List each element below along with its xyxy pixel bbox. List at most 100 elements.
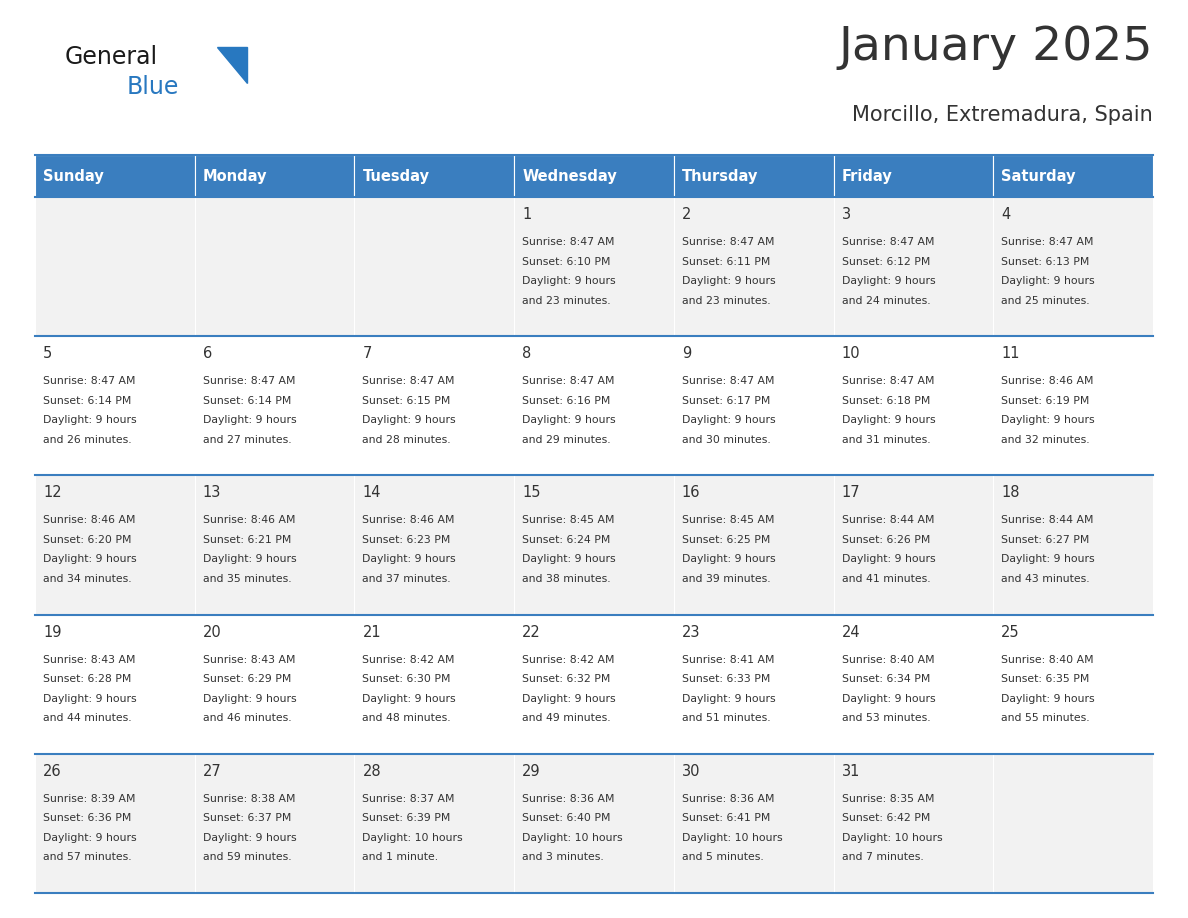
Bar [34,754,195,893]
Bar [34,336,195,476]
Text: 25: 25 [1001,624,1020,640]
Text: Sunrise: 8:44 AM: Sunrise: 8:44 AM [841,515,934,525]
Text: Sunset: 6:32 PM: Sunset: 6:32 PM [523,674,611,684]
Bar [195,476,354,614]
Text: 19: 19 [43,624,62,640]
Text: and 32 minutes.: and 32 minutes. [1001,435,1089,444]
Text: Tuesday: Tuesday [362,169,429,184]
Text: and 3 minutes.: and 3 minutes. [523,852,604,862]
Text: Sunrise: 8:42 AM: Sunrise: 8:42 AM [362,655,455,665]
Text: Sunrise: 8:41 AM: Sunrise: 8:41 AM [682,655,775,665]
Text: Sunset: 6:24 PM: Sunset: 6:24 PM [523,535,611,545]
Text: Sunset: 6:23 PM: Sunset: 6:23 PM [362,535,450,545]
Text: Sunrise: 8:47 AM: Sunrise: 8:47 AM [682,237,775,247]
Text: 31: 31 [841,764,860,778]
Text: Daylight: 9 hours: Daylight: 9 hours [682,554,776,565]
Text: and 24 minutes.: and 24 minutes. [841,296,930,306]
Text: Sunset: 6:14 PM: Sunset: 6:14 PM [203,396,291,406]
Text: Sunset: 6:40 PM: Sunset: 6:40 PM [523,813,611,823]
Text: 29: 29 [523,764,541,778]
Text: and 37 minutes.: and 37 minutes. [362,574,451,584]
Text: Daylight: 9 hours: Daylight: 9 hours [43,554,137,565]
Bar [674,754,834,893]
Bar [993,476,1154,614]
Text: and 53 minutes.: and 53 minutes. [841,713,930,723]
Text: Sunset: 6:20 PM: Sunset: 6:20 PM [43,535,132,545]
Text: Sunrise: 8:43 AM: Sunrise: 8:43 AM [43,655,135,665]
Text: Daylight: 10 hours: Daylight: 10 hours [682,833,783,843]
Text: 7: 7 [362,346,372,361]
Text: and 27 minutes.: and 27 minutes. [203,435,291,444]
Text: Sunrise: 8:47 AM: Sunrise: 8:47 AM [523,376,614,386]
Text: Sunrise: 8:45 AM: Sunrise: 8:45 AM [682,515,775,525]
Bar [34,614,195,754]
Text: and 38 minutes.: and 38 minutes. [523,574,611,584]
Text: and 31 minutes.: and 31 minutes. [841,435,930,444]
Text: Daylight: 9 hours: Daylight: 9 hours [841,276,935,286]
Text: and 39 minutes.: and 39 minutes. [682,574,771,584]
Text: January 2025: January 2025 [839,25,1154,70]
Text: Daylight: 9 hours: Daylight: 9 hours [362,554,456,565]
Text: Sunset: 6:28 PM: Sunset: 6:28 PM [43,674,132,684]
Text: Daylight: 9 hours: Daylight: 9 hours [523,276,615,286]
Text: Sunset: 6:14 PM: Sunset: 6:14 PM [43,396,132,406]
Text: Sunset: 6:16 PM: Sunset: 6:16 PM [523,396,611,406]
Text: and 44 minutes.: and 44 minutes. [43,713,132,723]
Text: and 7 minutes.: and 7 minutes. [841,852,923,862]
Text: Sunset: 6:36 PM: Sunset: 6:36 PM [43,813,132,823]
Text: Daylight: 9 hours: Daylight: 9 hours [203,415,296,425]
Text: Sunrise: 8:47 AM: Sunrise: 8:47 AM [362,376,455,386]
Bar [993,614,1154,754]
Text: and 23 minutes.: and 23 minutes. [523,296,611,306]
Bar [195,336,354,476]
Text: 4: 4 [1001,207,1011,222]
Text: and 26 minutes.: and 26 minutes. [43,435,132,444]
Bar [195,754,354,893]
Text: Sunset: 6:18 PM: Sunset: 6:18 PM [841,396,930,406]
Text: Daylight: 9 hours: Daylight: 9 hours [523,554,615,565]
Text: Sunset: 6:35 PM: Sunset: 6:35 PM [1001,674,1089,684]
Text: Sunrise: 8:37 AM: Sunrise: 8:37 AM [362,794,455,804]
Bar [674,336,834,476]
Bar [514,336,674,476]
Text: Sunrise: 8:44 AM: Sunrise: 8:44 AM [1001,515,1094,525]
Text: and 46 minutes.: and 46 minutes. [203,713,291,723]
Text: Sunset: 6:30 PM: Sunset: 6:30 PM [362,674,451,684]
Text: and 51 minutes.: and 51 minutes. [682,713,771,723]
Text: 8: 8 [523,346,531,361]
Text: and 57 minutes.: and 57 minutes. [43,852,132,862]
Bar [514,197,674,336]
Text: Thursday: Thursday [682,169,758,184]
Text: Sunset: 6:34 PM: Sunset: 6:34 PM [841,674,930,684]
Bar [34,476,195,614]
Bar [34,197,195,336]
Text: Sunset: 6:17 PM: Sunset: 6:17 PM [682,396,770,406]
Text: Daylight: 9 hours: Daylight: 9 hours [1001,276,1095,286]
Text: Daylight: 10 hours: Daylight: 10 hours [362,833,463,843]
Text: Friday: Friday [841,169,892,184]
Text: Daylight: 9 hours: Daylight: 9 hours [1001,554,1095,565]
Text: Saturday: Saturday [1001,169,1076,184]
Text: Sunrise: 8:45 AM: Sunrise: 8:45 AM [523,515,614,525]
Text: Sunrise: 8:40 AM: Sunrise: 8:40 AM [841,655,934,665]
Bar [674,197,834,336]
Text: and 25 minutes.: and 25 minutes. [1001,296,1089,306]
Text: Sunrise: 8:47 AM: Sunrise: 8:47 AM [841,237,934,247]
Text: and 49 minutes.: and 49 minutes. [523,713,611,723]
Text: 21: 21 [362,624,381,640]
Text: Sunrise: 8:47 AM: Sunrise: 8:47 AM [1001,237,1094,247]
Text: Sunset: 6:12 PM: Sunset: 6:12 PM [841,256,930,266]
Text: 6: 6 [203,346,211,361]
Text: Daylight: 9 hours: Daylight: 9 hours [841,415,935,425]
Text: and 55 minutes.: and 55 minutes. [1001,713,1089,723]
Text: Daylight: 9 hours: Daylight: 9 hours [1001,415,1095,425]
Text: Sunset: 6:41 PM: Sunset: 6:41 PM [682,813,770,823]
Text: 3: 3 [841,207,851,222]
Text: 12: 12 [43,486,62,500]
Text: Daylight: 9 hours: Daylight: 9 hours [682,415,776,425]
Text: Morcillo, Extremadura, Spain: Morcillo, Extremadura, Spain [852,105,1154,125]
Text: 30: 30 [682,764,701,778]
Text: Sunrise: 8:40 AM: Sunrise: 8:40 AM [1001,655,1094,665]
Bar [834,336,993,476]
Bar [354,197,514,336]
